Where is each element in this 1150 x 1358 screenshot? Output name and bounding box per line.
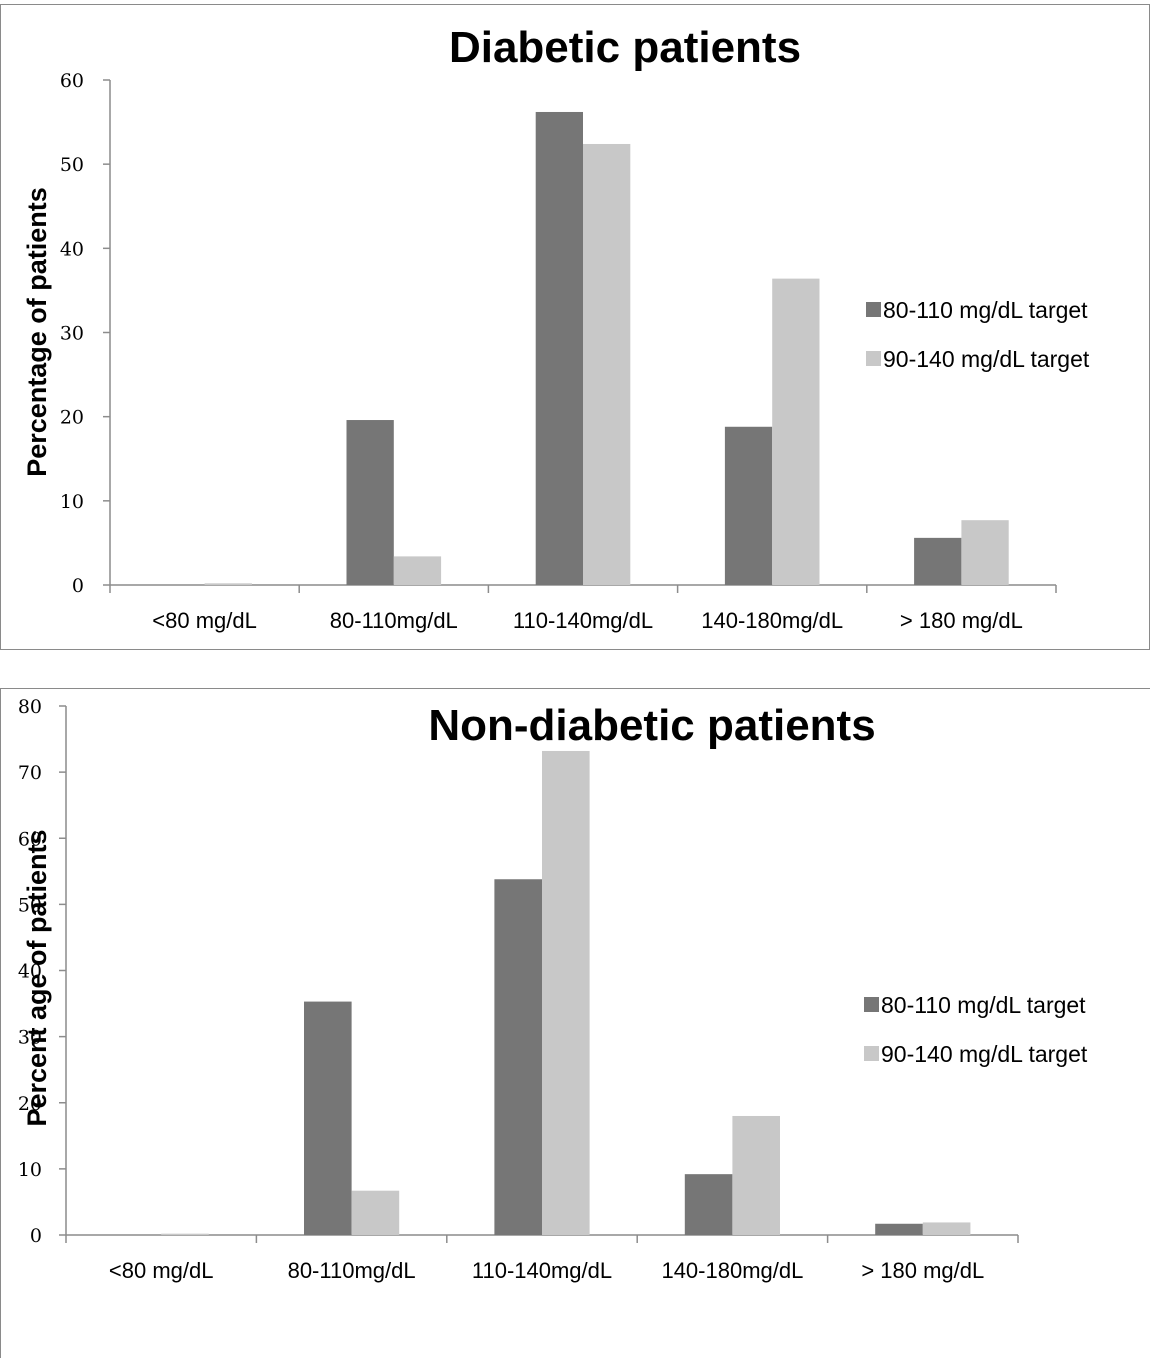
bar-target-80-110 bbox=[724, 426, 773, 585]
y-tick-label: 0 bbox=[30, 1225, 42, 1247]
y-tick-label: 30 bbox=[18, 1027, 42, 1049]
bar-target-90-140 bbox=[542, 750, 590, 1235]
x-tick-label: 140-180mg/dL bbox=[661, 1258, 803, 1283]
x-tick-label: <80 mg/dL bbox=[152, 608, 257, 633]
legend-label: 80-110 mg/dL target bbox=[883, 297, 1088, 323]
bar-target-80-110 bbox=[535, 111, 583, 585]
y-tick-label: 60 bbox=[18, 828, 42, 850]
bar-target-90-140 bbox=[351, 1190, 400, 1235]
bar-target-90-140 bbox=[961, 520, 1009, 585]
y-tick-label: 70 bbox=[18, 762, 42, 784]
bar-target-80-110 bbox=[684, 1174, 733, 1235]
bar-target-80-110 bbox=[875, 1223, 923, 1235]
x-tick-label: 140-180mg/dL bbox=[701, 608, 843, 633]
non-diabetic-chart-panel: Non-diabetic patients Percent age of pat… bbox=[0, 688, 1150, 1358]
bar-target-90-140 bbox=[583, 143, 631, 585]
diabetic-chart-panel: Diabetic patients Percentage of patients… bbox=[0, 4, 1150, 650]
bar-target-90-140 bbox=[204, 583, 252, 585]
chart-title: Non-diabetic patients bbox=[428, 701, 875, 750]
legend-label: 90-140 mg/dL target bbox=[881, 1041, 1088, 1067]
x-tick-label: > 180 mg/dL bbox=[900, 608, 1023, 633]
y-tick-label: 20 bbox=[18, 1093, 42, 1115]
y-tick-label: 80 bbox=[18, 696, 42, 718]
chart-border bbox=[0, 688, 1150, 1358]
y-axis-label: Percentage of patients bbox=[22, 187, 52, 477]
chart-title: Diabetic patients bbox=[449, 23, 801, 72]
legend-label: 80-110 mg/dL target bbox=[881, 992, 1086, 1018]
x-tick-label: 80-110mg/dL bbox=[288, 1258, 416, 1283]
bar-target-90-140 bbox=[772, 278, 820, 585]
y-tick-label: 50 bbox=[60, 154, 84, 176]
x-tick-label: <80 mg/dL bbox=[109, 1258, 214, 1283]
y-tick-label: 10 bbox=[60, 491, 84, 513]
legend-swatch bbox=[866, 302, 881, 317]
bar-target-80-110 bbox=[346, 420, 394, 585]
legend-label: 90-140 mg/dL target bbox=[883, 346, 1090, 372]
bar-target-80-110 bbox=[494, 879, 542, 1235]
bar-target-90-140 bbox=[922, 1222, 971, 1235]
bar-target-90-140 bbox=[161, 1233, 209, 1235]
y-axis-label: Percent age of patients bbox=[22, 829, 52, 1126]
y-tick-label: 0 bbox=[72, 575, 84, 597]
bar-target-80-110 bbox=[304, 1001, 352, 1235]
x-tick-label: 80-110mg/dL bbox=[330, 608, 458, 633]
y-tick-label: 40 bbox=[60, 238, 84, 260]
y-tick-label: 30 bbox=[60, 323, 84, 345]
legend-swatch bbox=[864, 997, 879, 1012]
x-tick-label: > 180 mg/dL bbox=[861, 1258, 984, 1283]
x-tick-label: 110-140mg/dL bbox=[513, 608, 653, 633]
y-tick-label: 40 bbox=[18, 961, 42, 983]
x-tick-label: 110-140mg/dL bbox=[472, 1258, 612, 1283]
y-tick-label: 10 bbox=[18, 1159, 42, 1181]
non-diabetic-chart: Non-diabetic patients Percent age of pat… bbox=[18, 696, 1088, 1283]
y-tick-label: 60 bbox=[60, 70, 84, 92]
y-tick-label: 50 bbox=[18, 894, 42, 916]
diabetic-chart: Diabetic patients Percentage of patients… bbox=[22, 23, 1090, 633]
legend-swatch bbox=[866, 351, 881, 366]
bar-target-80-110 bbox=[914, 537, 962, 585]
bar-target-90-140 bbox=[732, 1115, 780, 1235]
legend-swatch bbox=[864, 1046, 879, 1061]
y-tick-label: 20 bbox=[60, 407, 84, 429]
bar-target-90-140 bbox=[393, 556, 442, 585]
